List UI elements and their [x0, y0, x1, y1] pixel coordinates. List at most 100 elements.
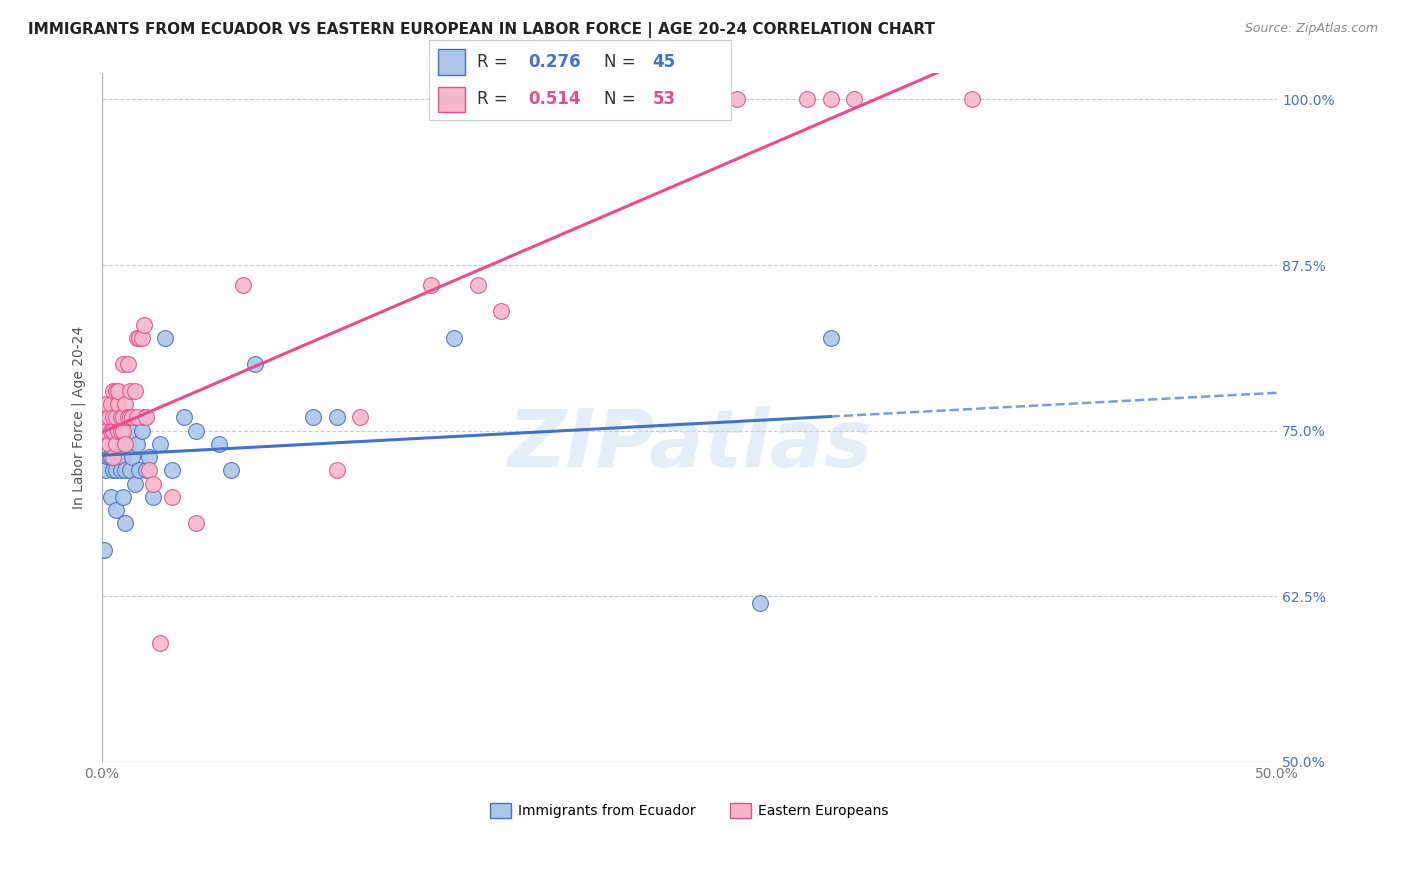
Point [749, 596, 772, 610]
Text: Source: ZipAtlas.com: Source: ZipAtlas.com [1244, 22, 1378, 36]
Point [107, 410, 129, 425]
Point [138, 450, 160, 464]
Point [184, 424, 207, 438]
Point [96, 424, 118, 438]
Point [104, 503, 127, 517]
Point [132, 318, 155, 332]
Text: N =: N = [605, 90, 641, 108]
Point [100, 450, 122, 464]
Y-axis label: In Labor Force | Age 20-24: In Labor Force | Age 20-24 [72, 326, 86, 509]
Text: R =: R = [477, 90, 513, 108]
Point [107, 397, 129, 411]
Point [678, 93, 700, 107]
Point [467, 277, 489, 292]
Point [960, 93, 983, 107]
Text: ZIPatlas: ZIPatlas [508, 406, 872, 484]
Point [114, 463, 136, 477]
Point [96, 397, 118, 411]
Point [820, 93, 842, 107]
Point [232, 277, 254, 292]
Point [93, 542, 115, 557]
Point [349, 410, 371, 425]
Point [132, 410, 155, 425]
Point [118, 384, 141, 398]
Point [110, 424, 132, 438]
Point [138, 463, 160, 477]
Point [107, 450, 129, 464]
Text: 45: 45 [652, 54, 676, 71]
Point [725, 93, 748, 107]
Point [103, 437, 125, 451]
Point [243, 357, 266, 371]
Point [104, 384, 127, 398]
Point [135, 410, 157, 425]
Point [97, 410, 120, 425]
Point [118, 463, 141, 477]
Legend: Immigrants from Ecuador, Eastern Europeans: Immigrants from Ecuador, Eastern Europea… [485, 797, 894, 823]
Point [142, 490, 165, 504]
Text: R =: R = [477, 54, 513, 71]
Point [97, 424, 120, 438]
Point [162, 490, 184, 504]
Point [111, 424, 134, 438]
Point [326, 410, 349, 425]
Point [100, 490, 122, 504]
Point [153, 331, 176, 345]
Point [131, 424, 153, 438]
Point [100, 397, 122, 411]
Point [419, 277, 441, 292]
Point [114, 516, 136, 531]
Point [118, 410, 141, 425]
Point [796, 93, 818, 107]
Point [103, 463, 125, 477]
Point [103, 424, 125, 438]
Point [121, 450, 143, 464]
Point [131, 331, 153, 345]
Point [103, 450, 125, 464]
Text: 53: 53 [652, 90, 676, 108]
Point [118, 424, 141, 438]
Point [326, 463, 349, 477]
Text: IMMIGRANTS FROM ECUADOR VS EASTERN EUROPEAN IN LABOR FORCE | AGE 20-24 CORRELATI: IMMIGRANTS FROM ECUADOR VS EASTERN EUROP… [28, 22, 935, 38]
Point [103, 410, 125, 425]
Point [100, 424, 122, 438]
Point [111, 357, 134, 371]
Point [111, 490, 134, 504]
Point [111, 410, 134, 425]
Text: N =: N = [605, 54, 641, 71]
Point [124, 384, 146, 398]
Point [110, 424, 132, 438]
Point [128, 331, 150, 345]
Point [117, 357, 139, 371]
Point [125, 331, 148, 345]
Text: 0.514: 0.514 [529, 90, 581, 108]
Point [103, 384, 125, 398]
Point [104, 463, 127, 477]
Point [128, 463, 150, 477]
Point [114, 437, 136, 451]
Point [135, 463, 157, 477]
Bar [437, 87, 465, 112]
Point [97, 450, 120, 464]
Point [173, 410, 195, 425]
Point [114, 397, 136, 411]
Point [104, 424, 127, 438]
Point [117, 437, 139, 451]
Point [149, 635, 172, 649]
Point [149, 437, 172, 451]
Point [97, 437, 120, 451]
Bar [437, 49, 465, 75]
Point [820, 331, 842, 345]
Point [121, 410, 143, 425]
Point [125, 437, 148, 451]
Point [117, 410, 139, 425]
Point [111, 450, 134, 464]
Point [302, 410, 325, 425]
Point [184, 516, 207, 531]
Point [107, 384, 129, 398]
Point [443, 331, 465, 345]
Point [219, 463, 242, 477]
Point [96, 463, 118, 477]
Text: 0.276: 0.276 [529, 54, 581, 71]
Point [125, 410, 148, 425]
